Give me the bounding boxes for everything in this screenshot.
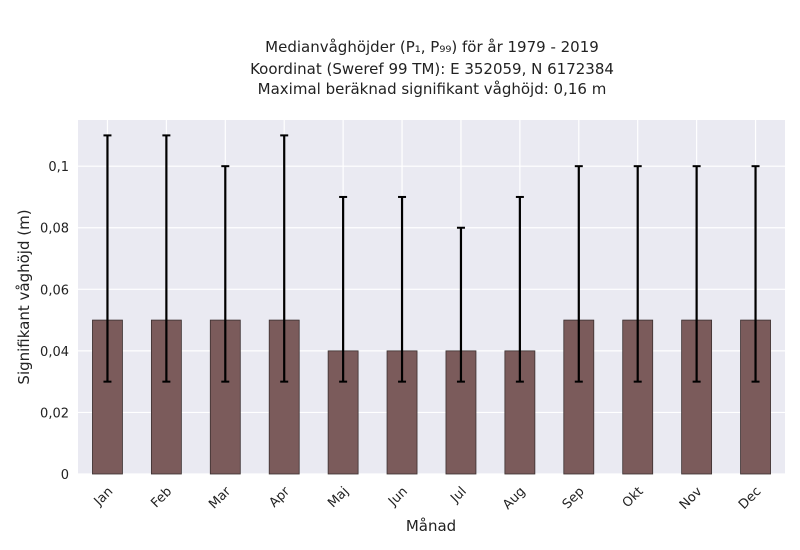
x-tick-label: Feb [148,484,175,511]
x-tick-label: Aug [500,484,529,513]
x-tick-label: Apr [267,484,294,511]
plot-area [78,120,785,474]
chart-title: Medianvåghöjder (P₁, P₉₉) för år 1979 - … [265,38,599,56]
x-tick-label: Jan [91,484,116,509]
error-bars [103,134,760,383]
x-tick-label: Maj [325,484,352,511]
y-tick-label: 0,08 [40,222,69,237]
y-tick-labels: 0 0,02 0,04 0,06 0,08 0,1 [40,160,69,483]
y-tick-label: 0,06 [40,283,69,298]
x-tick-label: Jul [447,484,469,506]
chart-subtitle-coordinates: Koordinat (Sweref 99 TM): E 352059, N 61… [250,60,614,78]
chart-subtitle-max-height: Maximal beräknad signifikant våghöjd: 0,… [258,80,607,98]
x-tick-label: Jun [385,484,411,510]
x-tick-label: Dec [736,484,764,512]
y-tick-label: 0,1 [48,160,69,175]
x-tick-label: Nov [677,484,706,513]
y-tick-label: 0 [61,468,69,483]
y-tick-label: 0,04 [40,345,69,360]
x-tick-label: Sep [560,484,588,512]
x-tick-label: Mar [206,484,234,512]
y-tick-label: 0,02 [40,406,69,421]
y-axis-label: Signifikant våghöjd (m) [15,209,33,384]
x-axis-label: Månad [406,517,456,535]
x-tick-label: Okt [620,484,647,511]
x-tick-labels: Jan Feb Mar Apr Maj Jun Jul Aug Sep Okt Nov Dec [91,484,765,513]
